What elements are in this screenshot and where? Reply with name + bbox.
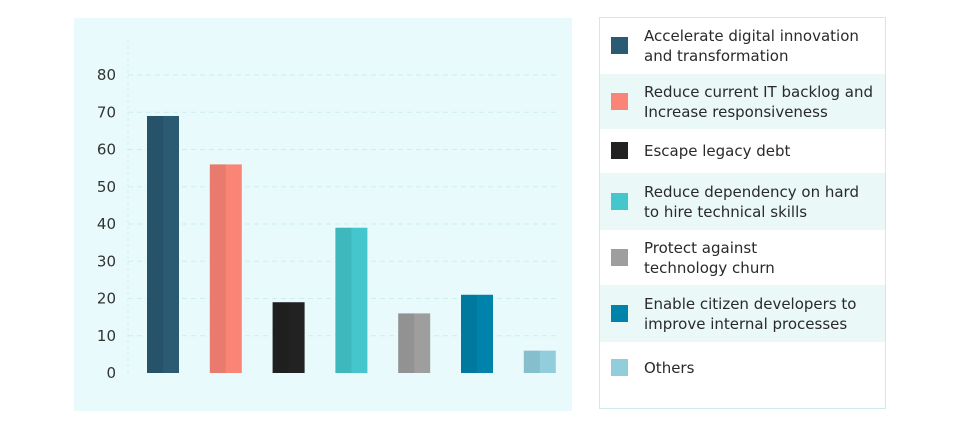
legend-label: Reduce dependency on hard to hire techni… xyxy=(644,182,859,221)
y-tick-label: 60 xyxy=(97,141,116,159)
bars xyxy=(147,115,556,373)
bar-2 xyxy=(209,164,242,373)
legend-item: Escape legacy debt xyxy=(600,129,885,173)
legend-label: Escape legacy debt xyxy=(644,142,791,160)
legend-label: Others xyxy=(644,359,695,377)
bar-1 xyxy=(147,115,179,373)
legend-swatch xyxy=(611,304,628,322)
gridlines xyxy=(127,40,558,373)
bar-shade xyxy=(461,294,477,373)
legend-item: Others xyxy=(600,342,885,394)
bar-shade xyxy=(335,227,352,373)
y-tick-label: 50 xyxy=(97,178,116,196)
legend-swatch xyxy=(611,37,628,54)
legend-item: Protect against technology churn xyxy=(600,230,885,285)
bar-shade xyxy=(272,302,289,373)
y-tick-label: 70 xyxy=(97,103,116,121)
bar-rect xyxy=(398,313,431,373)
bar-rect xyxy=(272,302,305,373)
bar-shade xyxy=(398,313,415,373)
y-tick-label: 0 xyxy=(106,364,116,382)
y-tick-label: 30 xyxy=(97,252,116,270)
chart-panel: 0 10 20 30 40 50 60 70 80 xyxy=(74,18,572,411)
bar-rect xyxy=(147,115,179,373)
legend-swatch xyxy=(611,142,628,159)
bar-7 xyxy=(523,350,556,373)
bar-rect xyxy=(209,164,242,373)
y-tick-label: 10 xyxy=(97,327,116,345)
legend-item: Accelerate digital innovation and transf… xyxy=(600,18,885,74)
legend-item: Reduce current IT backlog and Increase r… xyxy=(600,74,885,129)
legend-swatch xyxy=(611,192,628,210)
bar-5 xyxy=(398,313,431,373)
bar-rect xyxy=(335,227,368,373)
y-axis-ticks: 0 10 20 30 40 50 60 70 80 xyxy=(97,66,116,382)
bar-chart: 0 10 20 30 40 50 60 70 80 xyxy=(97,40,558,382)
legend-item: Enable citizen developers to improve int… xyxy=(600,285,885,342)
y-tick-label: 80 xyxy=(97,66,116,84)
legend-label: Reduce current IT backlog and Increase r… xyxy=(644,82,873,121)
bar-rect xyxy=(461,294,493,373)
legend-label: Protect against technology churn xyxy=(644,238,775,277)
bar-4 xyxy=(335,227,368,373)
legend-swatch xyxy=(611,92,628,110)
bar-6 xyxy=(461,294,493,373)
legend: Accelerate digital innovation and transf… xyxy=(599,17,886,409)
bar-shade xyxy=(523,350,540,373)
bar-3 xyxy=(272,302,305,373)
bar-shade xyxy=(147,115,163,373)
legend-swatch xyxy=(611,248,628,266)
legend-item: Reduce dependency on hard to hire techni… xyxy=(600,173,885,230)
y-tick-label: 40 xyxy=(97,215,116,233)
bar-shade xyxy=(209,164,226,373)
bar-rect xyxy=(523,350,556,373)
legend-label: Accelerate digital innovation and transf… xyxy=(644,27,859,65)
legend-swatch xyxy=(611,359,628,376)
legend-label: Enable citizen developers to improve int… xyxy=(644,294,857,333)
y-tick-label: 20 xyxy=(97,290,116,308)
